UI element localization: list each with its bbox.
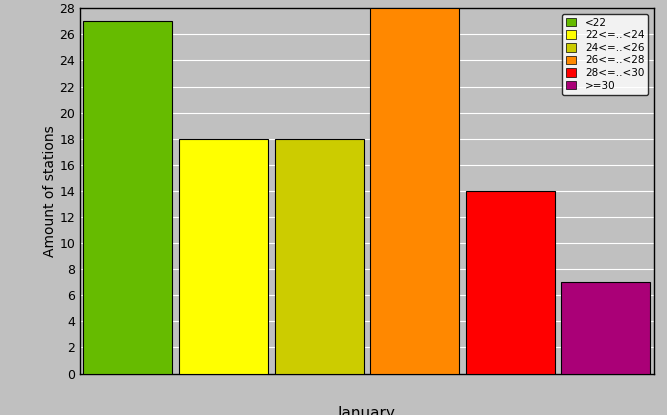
Bar: [179, 139, 268, 374]
Y-axis label: Amount of stations: Amount of stations: [43, 125, 57, 257]
Bar: [466, 191, 555, 374]
Bar: [370, 8, 459, 374]
Text: January: January: [338, 406, 396, 415]
Bar: [562, 282, 650, 374]
Legend: <22, 22<=..<24, 24<=..<26, 26<=..<28, 28<=..<30, >=30: <22, 22<=..<24, 24<=..<26, 26<=..<28, 28…: [562, 14, 648, 95]
Bar: [83, 21, 172, 374]
Bar: [275, 139, 364, 374]
